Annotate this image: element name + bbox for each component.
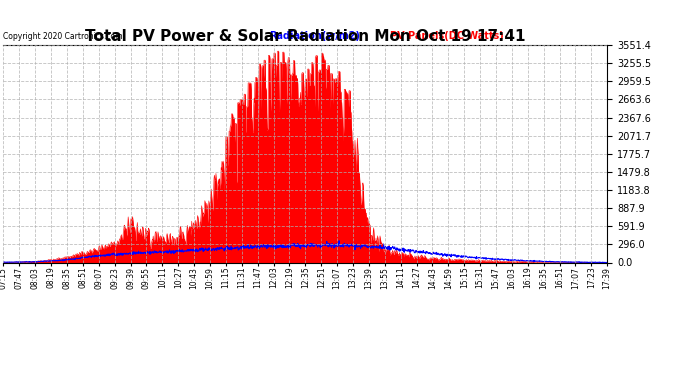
- Text: Copyright 2020 Cartronics.com: Copyright 2020 Cartronics.com: [3, 32, 123, 40]
- Text: Radiation(w/m2): Radiation(w/m2): [269, 31, 360, 40]
- Text: PV Panels(DC Watts): PV Panels(DC Watts): [390, 31, 504, 40]
- Title: Total PV Power & Solar Radiation Mon Oct 19 17:41: Total PV Power & Solar Radiation Mon Oct…: [85, 29, 526, 44]
